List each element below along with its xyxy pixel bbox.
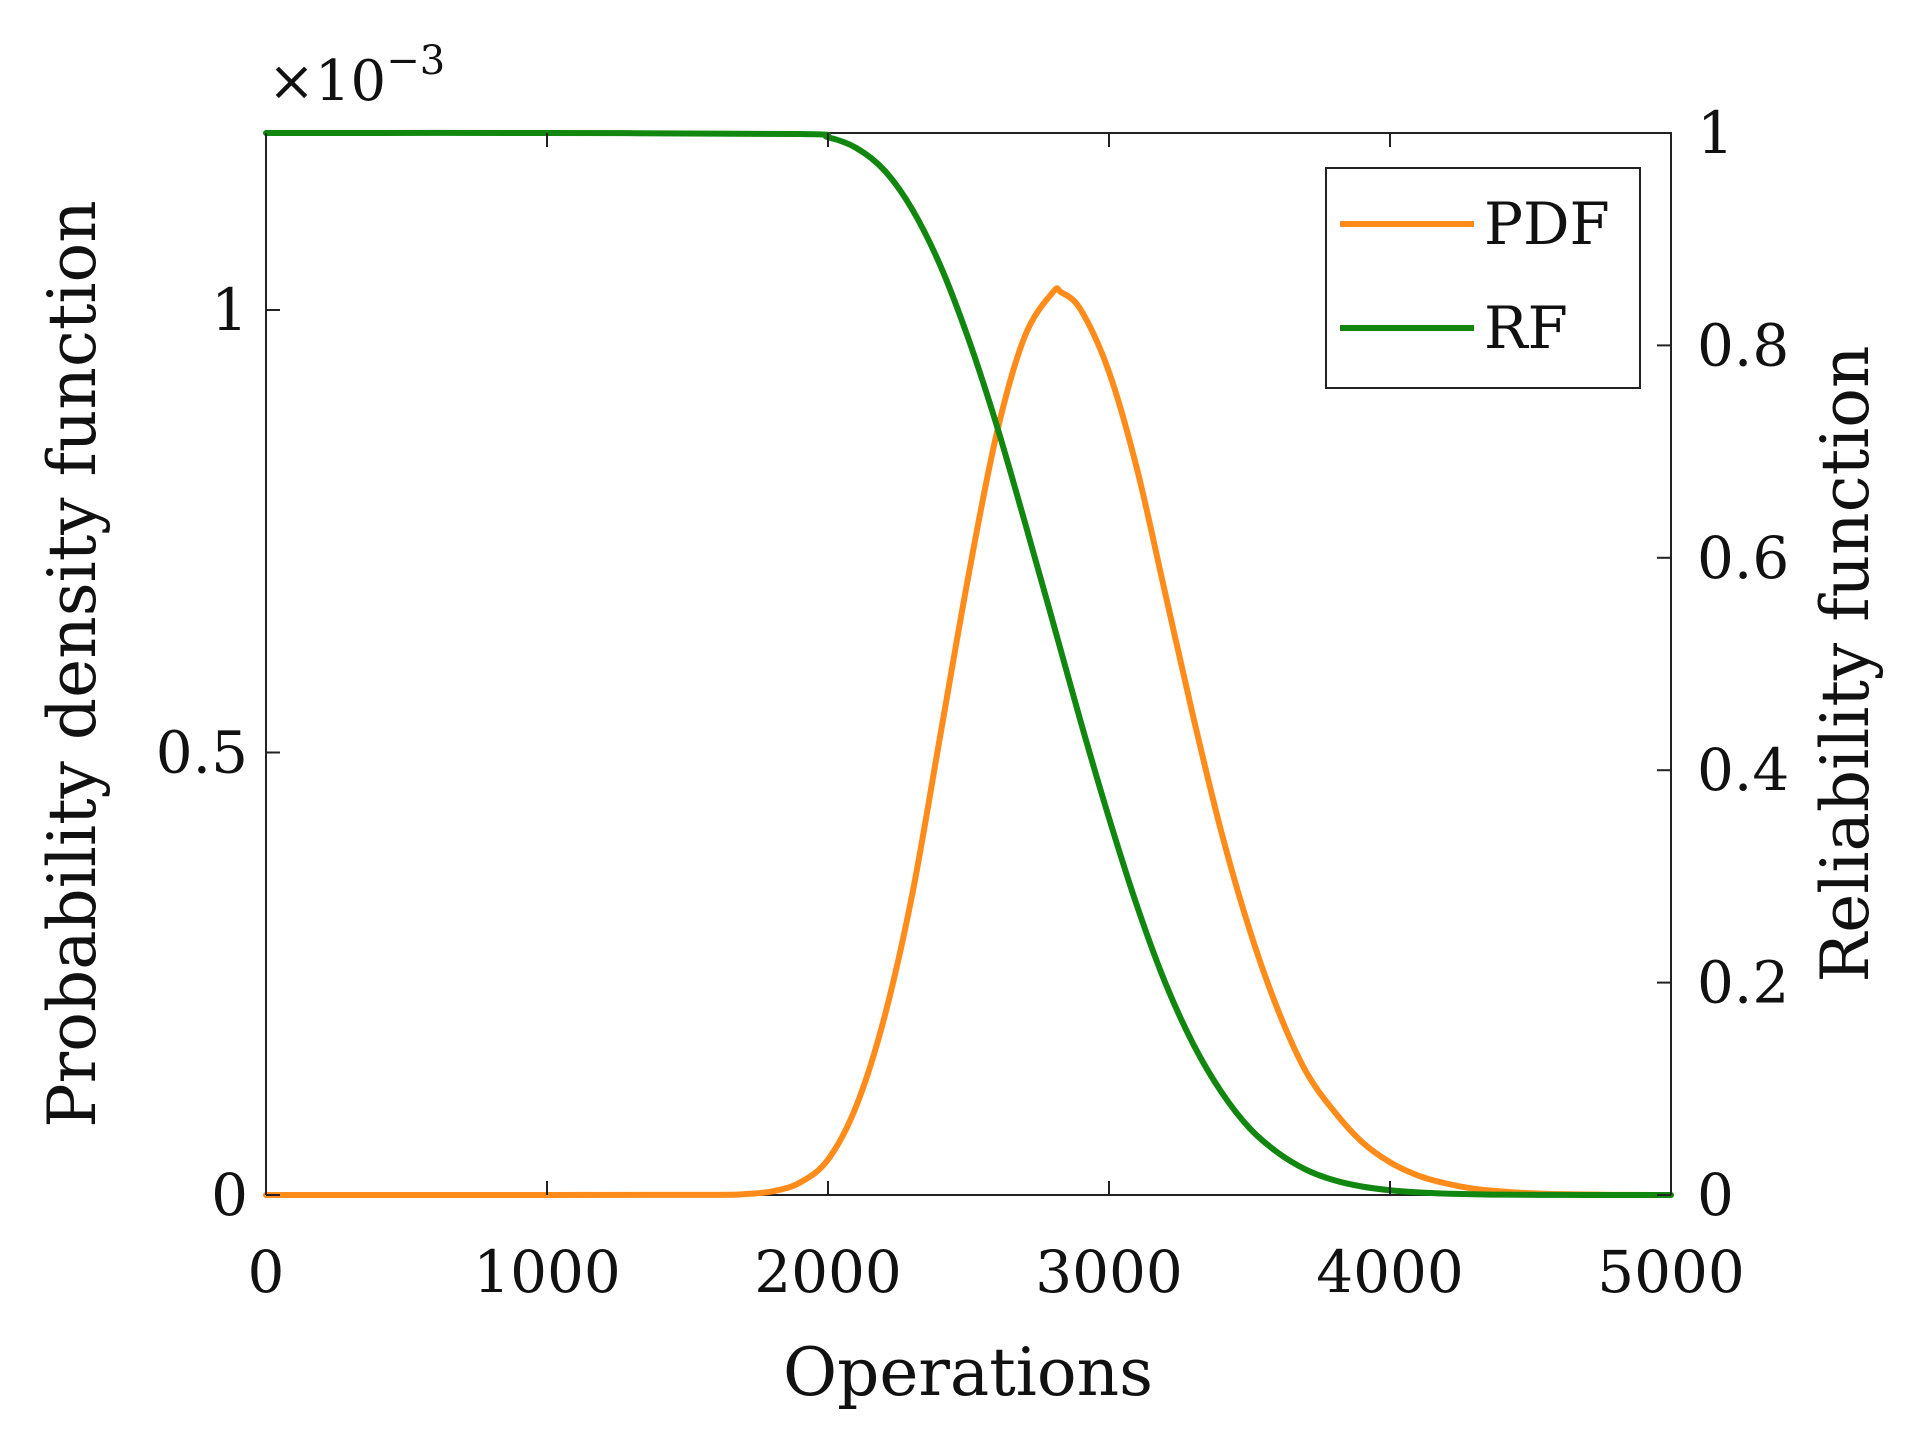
y-right-tick-label: 0 [1697,1161,1734,1229]
series-group [263,129,1674,1199]
x-tick-label: 3000 [1035,1238,1183,1306]
y-left-tick-label: 0.5 [156,719,248,787]
y-left-multiplier-exponent: −3 [386,38,445,84]
legend: PDF RF [1325,167,1641,389]
y-right-tick-label: 0.6 [1697,524,1789,592]
pdf-series-line [263,285,1674,1199]
y-right-axis-label: Reliability function [1807,346,1884,983]
x-tick-label: 0 [248,1238,285,1306]
y-right-tick-label: 0.8 [1697,311,1789,379]
y-right-tick-label: 1 [1697,99,1734,167]
y-right-axis-ticks: 0 0.2 0.4 0.6 0.8 1 [1657,99,1789,1229]
rf-series-line [263,129,1674,1199]
y-left-axis-label: Probability density function [34,200,111,1128]
y-right-tick-label: 0.4 [1697,736,1789,804]
y-left-tick-label: 1 [211,276,248,344]
x-tick-label: 4000 [1316,1238,1464,1306]
y-left-tick-label: 0 [211,1161,248,1229]
x-tick-label: 5000 [1597,1238,1745,1306]
x-axis-label: Operations [783,1334,1153,1411]
y-right-tick-label: 0.2 [1697,949,1789,1017]
y-left-axis-ticks: 00.51 [156,276,280,1229]
legend-box [1325,167,1641,389]
x-tick-label: 2000 [754,1238,902,1306]
y-left-multiplier-base: ×10 [268,49,386,114]
y-left-multiplier: ×10−3 [268,38,445,114]
x-tick-label: 1000 [473,1238,621,1306]
legend-label-rf: RF [1484,294,1568,362]
x-axis-ticks: 0 1000 2000 3000 4000 5000 [248,133,1745,1306]
legend-label-pdf: PDF [1484,190,1610,258]
plot-area [265,132,1672,1196]
